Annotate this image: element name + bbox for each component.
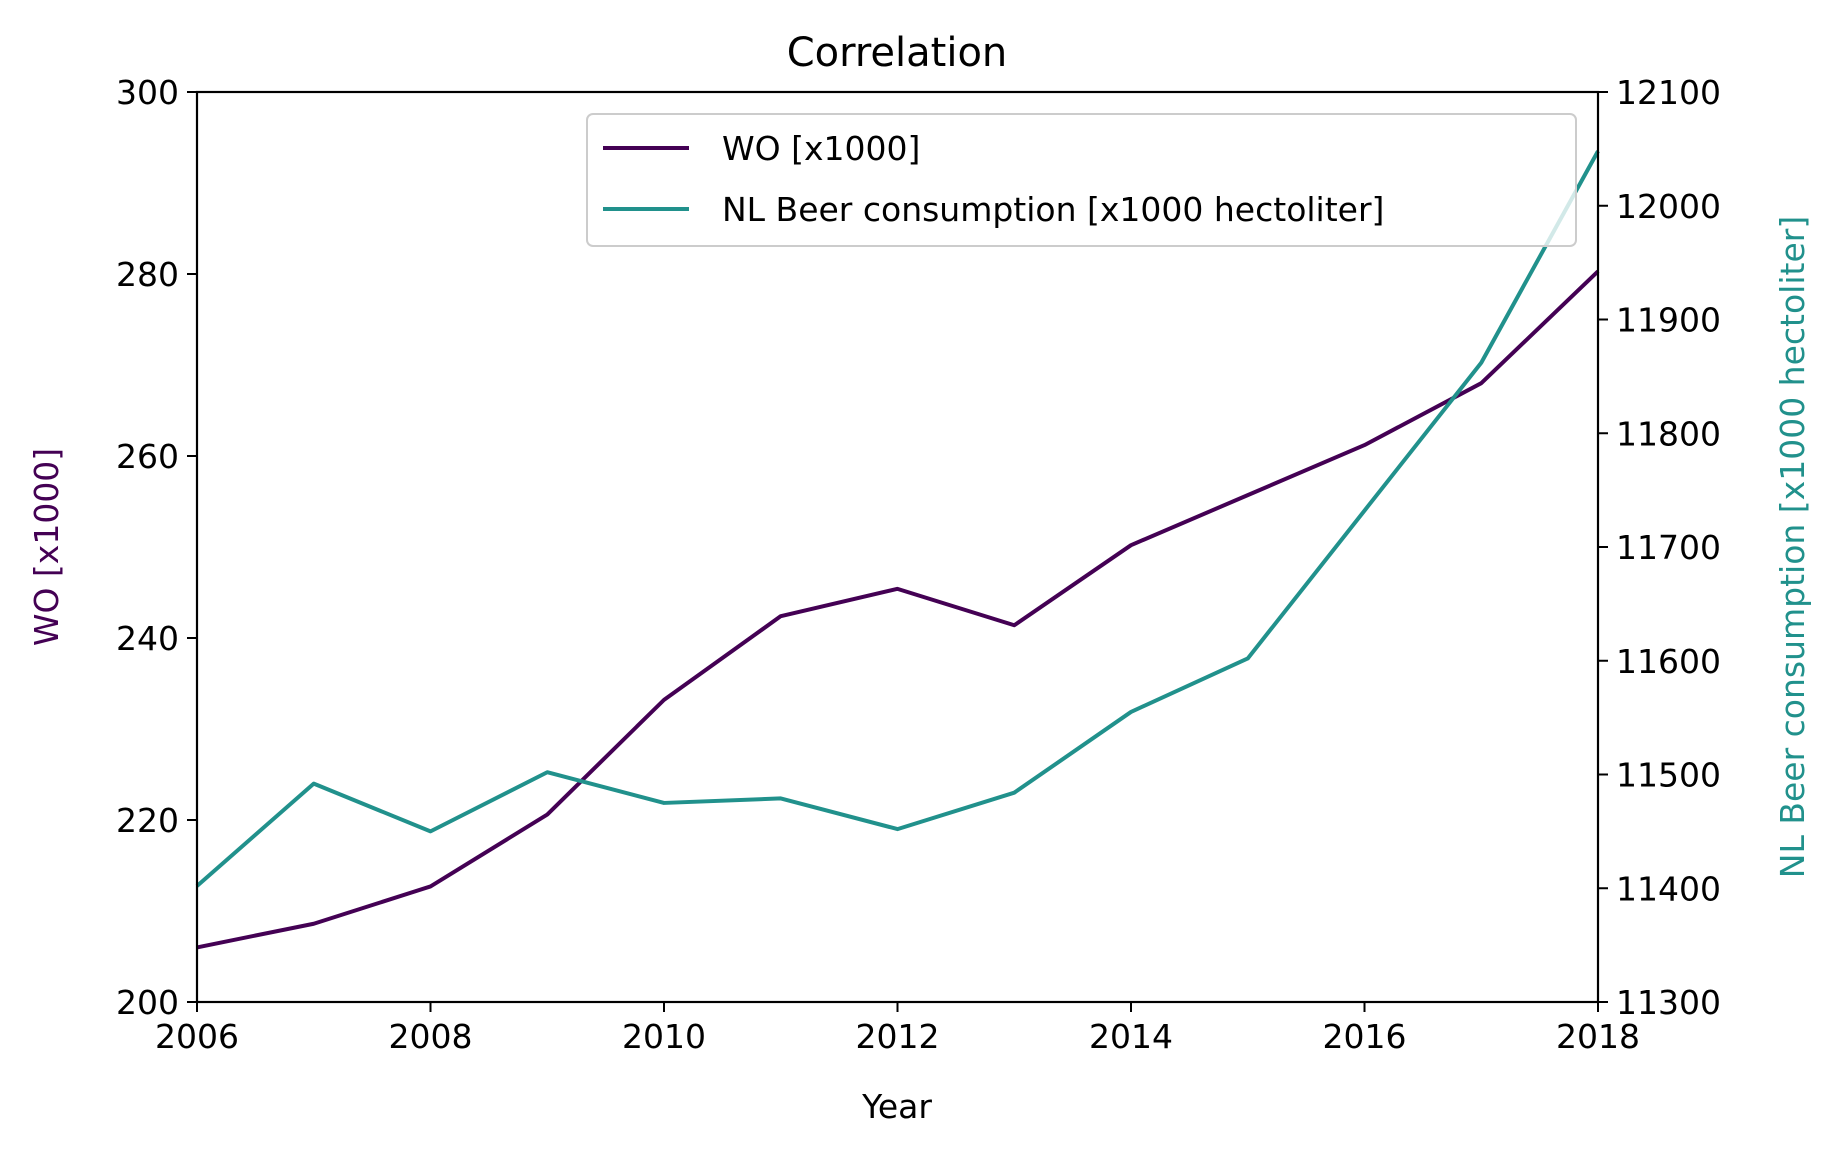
right-y-tick-label: 11900	[1616, 301, 1721, 340]
right-y-axis: 11300 11400 11500 11600 11700 11800 11900 12000…	[1598, 73, 1721, 1022]
legend-label-beer: NL Beer consumption [x1000 hectoliter]	[722, 190, 1384, 229]
left-y-axis-title: WO [x1000]	[27, 448, 66, 646]
x-tick-label: 2018	[1556, 1017, 1640, 1056]
left-y-tick-label: 200	[116, 983, 179, 1022]
x-tick-label: 2012	[856, 1017, 940, 1056]
right-y-tick-label: 12000	[1616, 187, 1721, 226]
series-layer	[195, 150, 1600, 950]
left-y-tick-label: 240	[116, 619, 179, 658]
series-line-wo	[196, 269, 1600, 950]
series-line-beer	[195, 150, 1600, 888]
legend-box	[586, 113, 1577, 247]
x-tick-label: 2014	[1089, 1017, 1173, 1056]
left-y-tick-label: 280	[116, 255, 179, 294]
x-tick-label: 2006	[155, 1017, 239, 1056]
x-tick-label: 2008	[389, 1017, 473, 1056]
right-y-tick-label: 11600	[1616, 642, 1721, 681]
left-y-axis: 200 220 240 260 280 300	[116, 73, 197, 1022]
right-y-tick-label: 11400	[1616, 869, 1721, 908]
x-tick-label: 2016	[1323, 1017, 1407, 1056]
x-axis: 2006 2008 2010 2012 2014 2016 2018	[155, 1002, 1640, 1056]
left-y-tick-label: 300	[116, 73, 179, 112]
right-y-tick-label: 11700	[1616, 528, 1721, 567]
right-y-tick-label: 11500	[1616, 756, 1721, 795]
left-y-tick-label: 260	[116, 437, 179, 476]
right-y-tick-label: 11300	[1616, 983, 1721, 1022]
x-axis-title: Year	[861, 1087, 932, 1126]
legend-label-wo: WO [x1000]	[722, 129, 920, 168]
x-tick-label: 2010	[622, 1017, 706, 1056]
right-y-tick-label: 12100	[1616, 73, 1721, 112]
right-y-tick-label: 11800	[1616, 414, 1721, 453]
right-y-axis-title: NL Beer consumption [x1000 hectoliter]	[1773, 216, 1812, 878]
chart-title: Correlation	[787, 30, 1008, 76]
legend: WO [x1000] NL Beer consumption [x1000 he…	[586, 113, 1577, 247]
left-y-tick-label: 220	[116, 801, 179, 840]
